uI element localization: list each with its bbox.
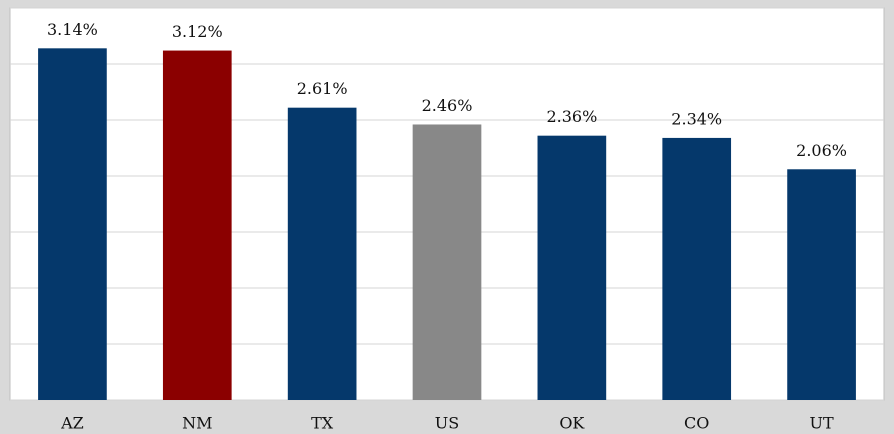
x-tick-label: US	[435, 414, 459, 433]
bar	[537, 135, 607, 400]
bar	[787, 169, 856, 400]
value-label: 3.12%	[172, 22, 223, 41]
bar	[162, 50, 232, 401]
x-tick-label: UT	[809, 414, 833, 433]
x-tick-label: NM	[182, 414, 212, 433]
bar	[38, 48, 107, 400]
x-tick-label: CO	[684, 414, 709, 433]
value-label: 3.14%	[47, 20, 98, 39]
value-label: 2.46%	[422, 96, 473, 115]
bar	[412, 124, 482, 400]
x-tick-label: TX	[311, 414, 334, 433]
x-tick-label: AZ	[60, 414, 84, 433]
bar	[662, 137, 732, 401]
value-label: 2.06%	[796, 141, 847, 160]
bar	[287, 107, 357, 401]
value-label: 2.36%	[546, 107, 597, 126]
x-tick-label: OK	[559, 414, 585, 433]
value-label: 2.34%	[671, 109, 722, 128]
value-label: 2.61%	[297, 79, 348, 98]
